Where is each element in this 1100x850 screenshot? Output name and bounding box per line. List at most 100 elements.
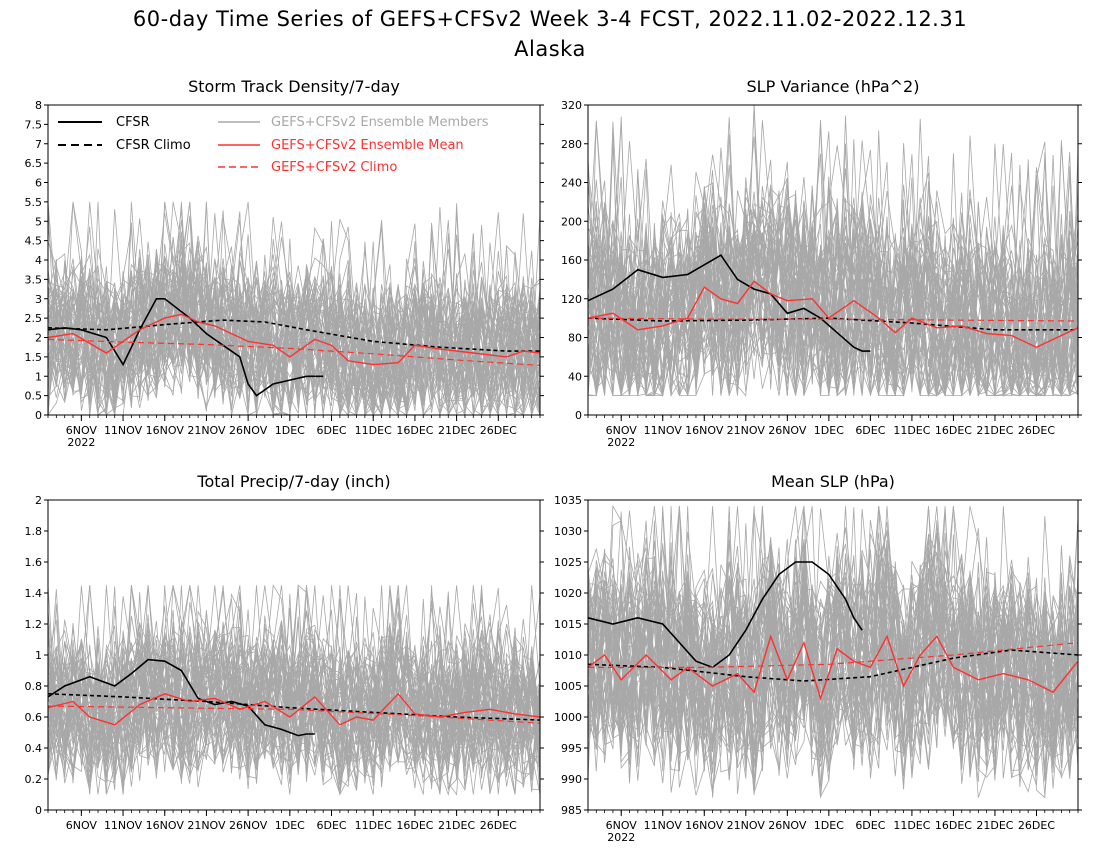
panel-total-precip: Total Precip/7-day (inch)00.20.40.60.811…	[25, 472, 544, 832]
ensemble-member-line	[47, 631, 541, 795]
cfsr-line	[47, 297, 324, 397]
y-tick-label: 240	[561, 177, 582, 190]
ensemble-member-line	[47, 215, 541, 417]
ensemble-member-line	[587, 567, 1079, 794]
ensemble-member-line	[47, 585, 541, 790]
ensemble-member-line	[587, 506, 1079, 794]
y-tick-label: 1005	[554, 680, 582, 693]
ensemble-member-line	[47, 606, 541, 795]
ensemble-member-line	[47, 209, 541, 416]
x-tick-label: 21NOV	[187, 424, 226, 437]
x-tick-label: 6DEC	[316, 819, 346, 832]
y-tick-label: 1030	[554, 525, 582, 538]
y-tick-label: 0.8	[25, 680, 43, 693]
cfsr-line	[587, 254, 871, 352]
x-tick-label: 16NOV	[146, 819, 185, 832]
ensemble-member-line	[587, 131, 1079, 397]
x-tick-label: 1DEC	[814, 424, 844, 437]
ensemble-member-line	[587, 202, 1079, 397]
x-tick-label: 6NOV	[66, 819, 98, 832]
y-tick-label: 2	[35, 332, 42, 345]
y-tick-label: 985	[561, 804, 582, 817]
ensemble-member-line	[47, 592, 541, 795]
x-tick-label: 6NOV	[606, 424, 638, 437]
x-tick-label: 21NOV	[187, 819, 226, 832]
x-tick-label: 1DEC	[814, 819, 844, 832]
y-tick-label: 1.6	[25, 556, 43, 569]
ensemble-member-line	[47, 201, 541, 416]
y-tick-label: 80	[568, 332, 582, 345]
ens-mean-line	[587, 634, 1079, 701]
panel-storm-track-density: Storm Track Density/7-day 0 0.5 1 1.5 2 2.5 3 3.…	[25, 77, 544, 449]
ensemble-member-line	[47, 243, 541, 416]
cfsr-climo-line	[47, 693, 541, 721]
y-tick-label: 8	[35, 99, 42, 112]
ensemble-member-line	[587, 117, 1079, 396]
ensemble-member-line	[587, 116, 1079, 397]
y-tick-label: 1.5	[25, 351, 43, 364]
ensemble-member-line	[587, 547, 1079, 749]
x-tick-label: 6DEC	[316, 424, 346, 437]
y-tick-label: 1025	[554, 556, 582, 569]
y-tick-label: 1.8	[25, 525, 43, 538]
y-tick-label: 1	[35, 370, 42, 383]
y-tick-label: 1000	[554, 711, 582, 724]
y-tick-label: 5.5	[25, 196, 43, 209]
y-tick-label: 0	[35, 409, 42, 422]
x-tick-label: 6DEC	[855, 424, 885, 437]
y-tick-label: 120	[561, 293, 582, 306]
ensemble-member-line	[587, 139, 1079, 397]
x-tick-label: 6NOV	[606, 819, 638, 832]
legend-cfsr-climo-label: CFSR Climo	[116, 138, 191, 153]
legend-cfsr-label: CFSR	[116, 115, 150, 130]
y-tick-label: 1010	[554, 649, 582, 662]
y-tick-label: 40	[568, 370, 582, 383]
x-tick-label: 21NOV	[727, 424, 766, 437]
ensemble-member-line	[47, 201, 541, 416]
y-tick-label: 0	[35, 804, 42, 817]
x-tick-label: 16DEC	[935, 424, 972, 437]
x-tick-label: 11NOV	[104, 819, 143, 832]
y-tick-label: 2	[35, 494, 42, 507]
ensemble-member-line	[587, 506, 1079, 798]
x-tick-label: 11NOV	[104, 424, 143, 437]
y-tick-label: 200	[561, 215, 582, 228]
ensemble-members	[587, 504, 1079, 799]
x-year-label: 2022	[607, 436, 635, 449]
x-tick-label: 6NOV	[66, 424, 98, 437]
ensemble-members	[47, 201, 541, 417]
ensemble-member-line	[47, 231, 541, 417]
ens-mean-line	[47, 313, 541, 366]
x-tick-label: 16NOV	[685, 819, 724, 832]
y-tick-label: 1015	[554, 618, 582, 631]
ens-climo-line	[47, 705, 541, 724]
ensemble-member-line	[47, 585, 541, 774]
ensemble-members	[47, 584, 541, 797]
x-tick-label: 26DEC	[480, 819, 517, 832]
x-tick-label: 26DEC	[1018, 424, 1055, 437]
y-tick-label: 4.5	[25, 235, 43, 248]
ensemble-member-line	[587, 533, 1079, 761]
y-tick-label: 7.5	[25, 118, 43, 131]
ens-climo-line	[587, 317, 1079, 322]
ensemble-member-line	[587, 192, 1079, 397]
ensemble-member-line	[587, 506, 1079, 786]
x-tick-label: 21DEC	[976, 819, 1013, 832]
y-tick-label: 990	[561, 773, 582, 786]
ensemble-member-line	[587, 147, 1079, 396]
x-tick-label: 1DEC	[275, 424, 305, 437]
y-tick-label: 280	[561, 138, 582, 151]
legend: CFSR CFSR Climo GEFS+CFSv2 Ensemble Memb…	[58, 115, 489, 175]
ensemble-member-line	[587, 506, 1079, 781]
x-tick-label: 16DEC	[396, 424, 433, 437]
cfsr-line	[47, 658, 315, 737]
y-tick-label: 0.5	[25, 390, 43, 403]
y-tick-label: 320	[561, 99, 582, 112]
x-tick-label: 6DEC	[855, 819, 885, 832]
y-tick-label: 1020	[554, 587, 582, 600]
x-tick-label: 21DEC	[438, 819, 475, 832]
ensemble-member-line	[587, 540, 1079, 786]
x-tick-label: 11NOV	[644, 819, 683, 832]
x-tick-label: 16DEC	[935, 819, 972, 832]
